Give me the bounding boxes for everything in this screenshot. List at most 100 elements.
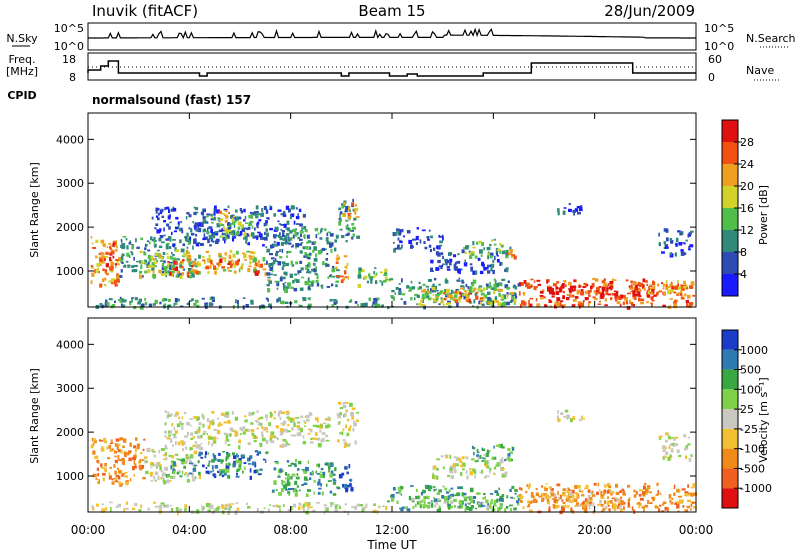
noise-right-bottom-tick: 10^0 bbox=[704, 40, 734, 53]
nave-label: Nave bbox=[746, 64, 774, 77]
colorbar-swatch bbox=[722, 252, 738, 274]
date-title: 28/Jun/2009 bbox=[604, 2, 695, 20]
velocity-echo-region bbox=[164, 410, 331, 450]
colorbar-swatch bbox=[722, 330, 738, 350]
colorbar-tick-label: -500 bbox=[740, 462, 765, 475]
freq-bottom-tick: 8 bbox=[69, 71, 76, 84]
colorbar-tick-label: -1000 bbox=[740, 482, 772, 495]
velocity-echo-region bbox=[218, 459, 246, 475]
y-tick-label: 4000 bbox=[56, 133, 84, 146]
power-echo-region bbox=[218, 210, 230, 225]
power-echo-region bbox=[202, 258, 240, 270]
colorbar-tick-label: -100 bbox=[740, 443, 765, 456]
power-echo-region bbox=[265, 227, 340, 294]
power-echo-region bbox=[151, 205, 307, 248]
velocity-echo-region bbox=[90, 437, 146, 487]
power-echo-region bbox=[430, 249, 509, 275]
x-tick-label: 16:00 bbox=[476, 523, 511, 537]
x-tick-label: 08:00 bbox=[273, 523, 308, 537]
velocity-echo-region bbox=[165, 458, 198, 479]
y-tick-label: 3000 bbox=[56, 177, 84, 190]
velocity-y-axis: 1000 2000 3000 4000 bbox=[56, 338, 696, 483]
cpid-label: CPID bbox=[7, 89, 36, 102]
velocity-colorbar: 1000 500 100 25 -25 -100 -500 -1000 bbox=[721, 329, 772, 509]
velocity-echo-region bbox=[144, 446, 204, 485]
freq-unit-label: [MHz] bbox=[6, 65, 38, 78]
power-colorbar: 4 8 12 16 20 24 28 bbox=[721, 119, 754, 297]
colorbar-swatch bbox=[722, 369, 738, 390]
y-tick-label: 2000 bbox=[56, 221, 84, 234]
time-axis: 00:00 04:00 08:00 12:00 16:00 20:00 00:00 bbox=[71, 113, 714, 537]
colorbar-swatch bbox=[722, 409, 738, 429]
y-tick-label: 1000 bbox=[56, 470, 84, 483]
velocity-echo-region bbox=[544, 489, 622, 510]
noise-search-label: N.Search bbox=[746, 32, 796, 45]
colorbar-swatch bbox=[722, 389, 738, 410]
noise-line bbox=[88, 27, 696, 40]
power-cbar-label: Power [dB] bbox=[757, 185, 770, 245]
power-echo-region bbox=[98, 240, 119, 270]
power-echo-region bbox=[443, 290, 484, 305]
freq-top-tick: 18 bbox=[62, 53, 76, 66]
power-echo-region bbox=[357, 267, 392, 288]
y-tick-label: 2000 bbox=[56, 426, 84, 439]
colorbar-swatch bbox=[722, 428, 738, 449]
power-echo-region bbox=[335, 254, 349, 284]
cpid-value: normalsound (fast) 157 bbox=[92, 93, 251, 107]
noise-panel: N.Sky 10^5 10^0 10^5 10^0 N.Search bbox=[6, 22, 795, 53]
time-axis-label: Time UT bbox=[366, 538, 417, 552]
colorbar-swatch bbox=[722, 208, 738, 230]
colorbar-tick-label: -25 bbox=[740, 423, 758, 436]
x-tick-label: 20:00 bbox=[577, 523, 612, 537]
power-y-axis: 1000 2000 3000 4000 bbox=[56, 133, 696, 278]
y-tick-label: 1000 bbox=[56, 265, 84, 278]
colorbar-swatch bbox=[722, 186, 738, 208]
colorbar-tick-label: 28 bbox=[740, 136, 754, 149]
colorbar-tick-label: 12 bbox=[740, 224, 754, 237]
x-tick-label: 00:00 bbox=[679, 523, 714, 537]
colorbar-swatch bbox=[722, 468, 738, 489]
colorbar-tick-label: 20 bbox=[740, 180, 754, 193]
x-tick-label: 00:00 bbox=[71, 523, 106, 537]
freq-label: Freq. bbox=[8, 53, 35, 66]
beam-title: Beam 15 bbox=[358, 2, 425, 20]
y-tick-label: 4000 bbox=[56, 338, 84, 351]
velocity-echo-region bbox=[471, 443, 515, 465]
noise-right-top-tick: 10^5 bbox=[704, 22, 734, 35]
colorbar-swatch bbox=[722, 142, 738, 164]
colorbar-swatch bbox=[722, 448, 738, 469]
colorbar-tick-label: 25 bbox=[740, 403, 754, 416]
nave-top-tick: 60 bbox=[708, 53, 722, 66]
velocity-echo-region bbox=[556, 409, 585, 423]
power-echo-region bbox=[392, 227, 444, 253]
colorbar-tick-label: 8 bbox=[740, 246, 747, 259]
power-echo-region bbox=[202, 214, 255, 240]
velocity-ylabel: Slant Range [km] bbox=[28, 368, 41, 464]
power-ylabel: Slant Range [km] bbox=[28, 162, 41, 258]
station-title: Inuvik (fitACF) bbox=[92, 2, 198, 20]
velocity-echo-region bbox=[336, 401, 360, 448]
freq-panel: Freq. [MHz] 18 8 60 0 Nave CPID normalso… bbox=[6, 52, 780, 107]
colorbar-swatch bbox=[722, 164, 738, 186]
colorbar-tick-label: 24 bbox=[740, 158, 754, 171]
power-echo-region bbox=[342, 202, 360, 220]
velocity-echo-region bbox=[411, 495, 497, 510]
colorbar-tick-label: 100 bbox=[740, 383, 761, 396]
power-echo-region bbox=[95, 296, 384, 310]
colorbar-swatch bbox=[722, 230, 738, 252]
velocity-echo-region bbox=[336, 463, 354, 493]
power-echo-region bbox=[533, 284, 658, 302]
colorbar-frame bbox=[721, 329, 739, 509]
power-echo-region bbox=[463, 238, 512, 260]
power-echo-region bbox=[633, 279, 687, 296]
freq-line bbox=[87, 60, 696, 77]
power-echo-region bbox=[557, 203, 583, 216]
power-echo-region bbox=[506, 249, 517, 260]
power-heatmap bbox=[90, 198, 695, 310]
x-tick-label: 04:00 bbox=[172, 523, 207, 537]
colorbar-swatch bbox=[722, 488, 738, 508]
power-echo-region bbox=[658, 228, 694, 258]
velocity-echo-region bbox=[271, 458, 340, 497]
colorbar-swatch bbox=[722, 120, 738, 142]
